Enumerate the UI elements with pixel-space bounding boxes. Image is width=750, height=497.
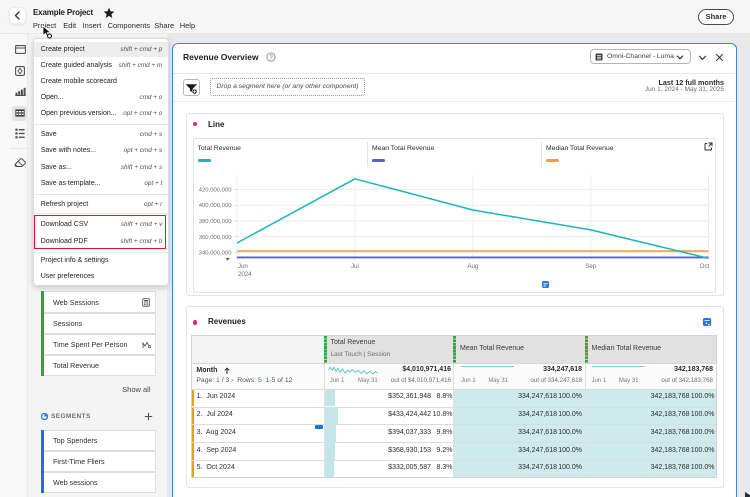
svg-text:Jun: Jun	[237, 263, 248, 270]
svg-text:Oct: Oct	[699, 263, 709, 270]
svg-text:?: ?	[269, 55, 273, 61]
svg-text:Jul: Jul	[350, 263, 358, 270]
svg-text:420,000,000: 420,000,000	[198, 187, 231, 193]
svg-text:Aug: Aug	[467, 263, 479, 270]
svg-text:380,000,000: 380,000,000	[198, 219, 231, 225]
svg-text:340,000,000: 340,000,000	[198, 250, 231, 256]
svg-text:360,000,000: 360,000,000	[198, 235, 231, 241]
svg-text:400,000,000: 400,000,000	[198, 203, 231, 209]
svg-text:2024: 2024	[237, 271, 251, 278]
svg-text:Sep: Sep	[585, 263, 597, 270]
